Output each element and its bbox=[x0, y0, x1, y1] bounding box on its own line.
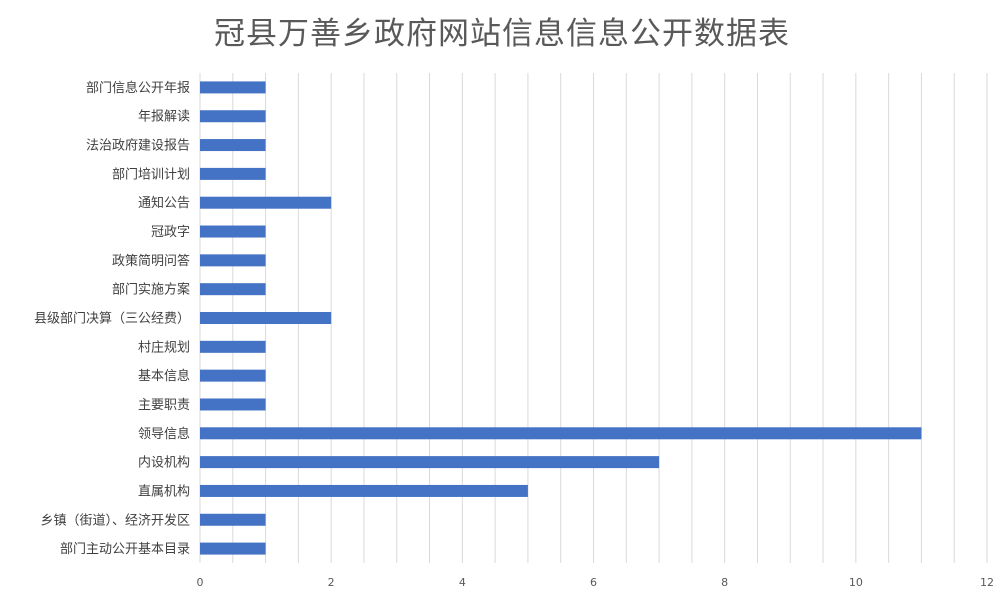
category-label: 法治政府建设报告 bbox=[86, 139, 190, 154]
category-labels: 部门信息公开年报年报解读法治政府建设报告部门培训计划通知公告冠政字政策简明问答部… bbox=[34, 80, 190, 557]
category-label: 内设机构 bbox=[138, 455, 190, 471]
x-tick-label: 12 bbox=[980, 576, 994, 589]
x-tick-label: 4 bbox=[459, 576, 466, 589]
bar bbox=[200, 81, 266, 94]
bar bbox=[200, 196, 332, 209]
bar bbox=[200, 369, 266, 382]
category-label: 政策简明问答 bbox=[112, 253, 190, 269]
category-label: 村庄规划 bbox=[138, 339, 190, 355]
bar bbox=[200, 139, 266, 152]
x-tick-label: 2 bbox=[328, 576, 335, 589]
category-label: 直属机构 bbox=[138, 484, 190, 499]
x-tick-labels: 0 2 4 6 8 10 12 bbox=[197, 576, 995, 589]
category-label: 领导信息 bbox=[138, 426, 190, 442]
bar bbox=[200, 167, 266, 180]
bar bbox=[200, 283, 266, 296]
category-label: 年报解读 bbox=[138, 110, 190, 125]
bar bbox=[200, 484, 528, 497]
category-label: 县级部门决算（三公经费） bbox=[34, 312, 190, 327]
bar bbox=[200, 542, 266, 555]
category-label: 部门培训计划 bbox=[112, 166, 190, 182]
chart-title: 冠县万善乡政府网站信息信息公开数据表 bbox=[214, 16, 790, 52]
category-label: 主要职责 bbox=[138, 398, 190, 413]
x-tick-label: 0 bbox=[197, 576, 204, 589]
bar bbox=[200, 398, 266, 411]
x-tick-label: 8 bbox=[721, 576, 728, 589]
category-label: 通知公告 bbox=[138, 195, 190, 211]
category-label: 乡镇（街道）、经济开发区 bbox=[40, 512, 190, 528]
bars bbox=[200, 81, 922, 555]
x-tick-label: 6 bbox=[590, 576, 597, 589]
grid-lines bbox=[199, 73, 988, 563]
category-label: 部门实施方案 bbox=[112, 282, 190, 298]
bar bbox=[200, 312, 332, 324]
bar bbox=[200, 427, 922, 440]
bar bbox=[200, 110, 266, 123]
category-label: 部门主动公开基本目录 bbox=[60, 542, 190, 557]
bar bbox=[200, 254, 266, 267]
category-label: 部门信息公开年报 bbox=[86, 80, 190, 96]
bar bbox=[200, 456, 660, 469]
x-tick-label: 10 bbox=[849, 576, 863, 589]
bar bbox=[200, 340, 266, 353]
category-label: 冠政字 bbox=[151, 225, 190, 240]
bar bbox=[200, 225, 266, 238]
bar bbox=[200, 513, 266, 526]
category-label: 基本信息 bbox=[138, 368, 190, 384]
